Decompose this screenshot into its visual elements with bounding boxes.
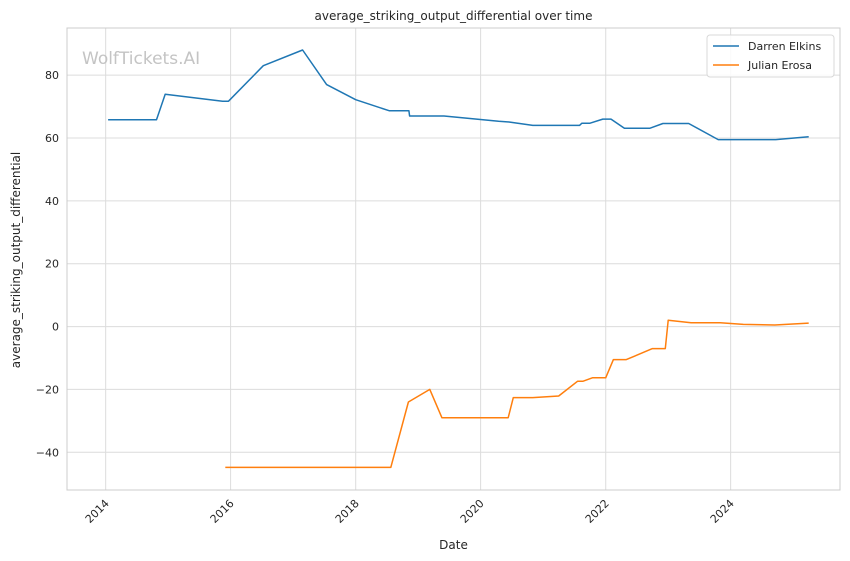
- y-tick-label: 20: [45, 258, 59, 271]
- legend-label: Julian Erosa: [747, 59, 812, 72]
- legend-label: Darren Elkins: [748, 40, 821, 53]
- x-axis-label: Date: [439, 538, 468, 552]
- y-axis-ticks: −40 −20 0 20 40 60 80: [36, 69, 59, 459]
- watermark-text: WolfTickets.AI: [82, 49, 200, 69]
- y-tick-label: −20: [36, 383, 59, 396]
- series-line-darren-elkins: [108, 49, 809, 141]
- series-line-julian-erosa: [225, 319, 809, 469]
- series-lines: [108, 49, 809, 469]
- plot-border: [66, 27, 841, 491]
- y-tick-label: 80: [45, 69, 59, 82]
- y-axis-label: average_striking_output_differential: [9, 152, 23, 368]
- plot-frame: [67, 28, 840, 490]
- y-tick-label: 60: [45, 132, 59, 145]
- plot-area: WolfTickets.AI: [66, 27, 841, 491]
- legend: Darren Elkins Julian Erosa: [706, 34, 835, 78]
- y-tick-label: 40: [45, 195, 59, 208]
- y-tick-label: −40: [36, 446, 59, 459]
- chart-title: average_striking_output_differential ove…: [315, 9, 593, 23]
- y-tick-label: 0: [52, 321, 59, 334]
- gridlines: [67, 28, 840, 490]
